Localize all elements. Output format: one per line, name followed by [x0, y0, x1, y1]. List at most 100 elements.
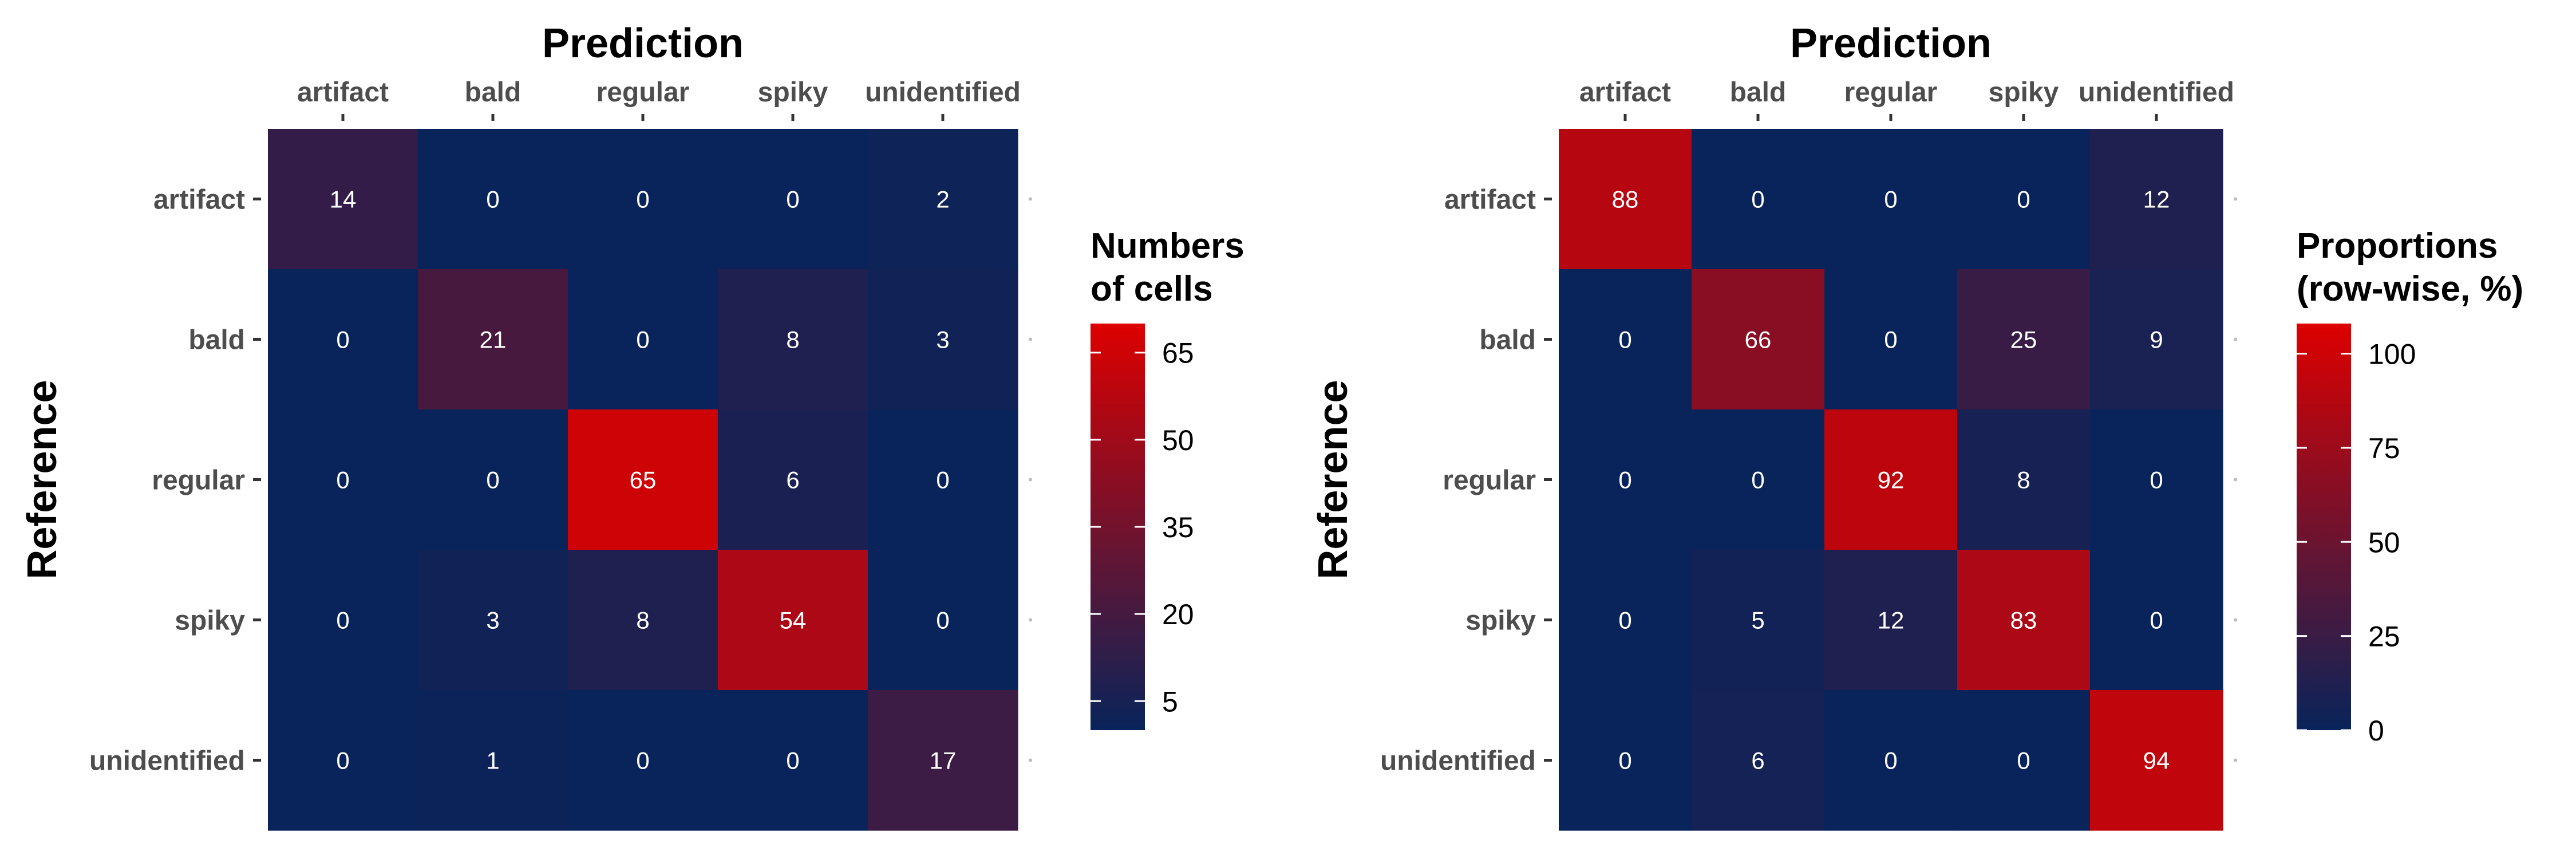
right-axis-dot	[2234, 478, 2237, 482]
heatmap-cell	[568, 550, 718, 691]
cell-value-label: 66	[1745, 326, 1772, 353]
cell-value-label: 0	[636, 326, 649, 353]
cell-value-label: 54	[780, 607, 807, 634]
cell-value-label: 83	[2010, 607, 2037, 634]
heatmap-cell	[1692, 269, 1825, 410]
cell-value-label: 0	[1751, 467, 1764, 494]
cell-value-label: 0	[1618, 467, 1631, 494]
heatmap-cell	[2090, 550, 2223, 691]
cell-value-label: 65	[630, 467, 657, 494]
heatmap-cell	[1559, 409, 1692, 550]
x-tick-label: bald	[1730, 77, 1787, 108]
heatmap-cell	[718, 129, 868, 270]
legend-tick-label: 100	[2368, 338, 2416, 371]
heatmap-cell	[418, 409, 568, 550]
cell-value-label: 0	[1884, 326, 1897, 353]
x-axis-title: Prediction	[1790, 21, 1992, 66]
heatmap-cell	[268, 690, 418, 831]
right-axis-dot	[1029, 478, 1032, 482]
cell-value-label: 12	[2143, 186, 2170, 213]
heatmap-cell	[868, 550, 1018, 691]
legend-tick-label: 5	[1162, 685, 1178, 718]
legend-title-line: Proportions	[2297, 226, 2498, 266]
cell-value-label: 12	[1878, 607, 1905, 634]
cell-value-label: 8	[786, 326, 799, 353]
cell-value-label: 6	[786, 467, 799, 494]
cell-value-label: 0	[2017, 747, 2030, 774]
heatmap-cell	[2090, 409, 2223, 550]
cell-value-label: 0	[1618, 607, 1631, 634]
cell-value-label: 1	[486, 747, 499, 774]
cell-value-label: 0	[1618, 326, 1631, 353]
heatmap-cell	[1824, 129, 1958, 270]
cell-value-label: 0	[786, 186, 799, 213]
legend-tick-label: 50	[1162, 424, 1194, 456]
cell-value-label: 25	[2010, 326, 2037, 353]
x-tick-label: regular	[596, 77, 690, 108]
cell-value-label: 0	[1618, 747, 1631, 774]
right-axis-dot	[2234, 618, 2237, 622]
cell-value-label: 0	[936, 467, 949, 494]
y-tick-label: regular	[1443, 466, 1536, 496]
cell-value-label: 0	[936, 607, 949, 634]
legend-title-line: Numbers	[1091, 226, 1244, 266]
y-tick-label: bald	[1479, 325, 1536, 356]
heatmap-cell	[1824, 550, 1958, 691]
x-tick-label: spiky	[1989, 77, 2059, 108]
cell-value-label: 14	[330, 186, 357, 213]
heatmap-cell	[1824, 690, 1958, 831]
heatmap-cell	[268, 409, 418, 550]
heatmap-cell	[1824, 269, 1958, 410]
heatmap-cell	[718, 550, 868, 691]
cell-value-label: 0	[2150, 467, 2163, 494]
heatmap-cell	[718, 269, 868, 410]
right-axis-dot	[1029, 758, 1032, 762]
y-tick-label: artifact	[1444, 185, 1536, 215]
cell-value-label: 88	[1612, 186, 1639, 213]
heatmap-cell	[568, 269, 718, 410]
heatmap-cell	[2090, 269, 2223, 410]
heatmap-cell	[1824, 409, 1958, 550]
cell-value-label: 0	[336, 747, 349, 774]
heatmap-cell	[868, 269, 1018, 410]
heatmap-cell	[2090, 129, 2223, 270]
heatmap-cell	[1692, 129, 1825, 270]
right-axis-dot	[1029, 618, 1032, 622]
heatmap-cell	[1692, 550, 1825, 691]
x-tick-label: spiky	[758, 77, 828, 108]
x-tick-label: unidentified	[2079, 77, 2234, 108]
cell-value-label: 0	[786, 747, 799, 774]
heatmap-cell	[268, 550, 418, 691]
cell-value-label: 0	[1884, 186, 1897, 213]
heatmap-cell	[1957, 409, 2091, 550]
cell-value-label: 5	[1751, 607, 1764, 634]
heatmap-cell	[1559, 550, 1692, 691]
x-tick-label: regular	[1844, 77, 1938, 108]
confusion-matrix-proportions: 88 0 0 0 12 0 66 0 25 9 0 0 92 8 0 0 5 12 83 0 0 6 0 0 94 artifac…	[1310, 21, 2523, 831]
heatmap-cell	[418, 690, 568, 831]
heatmap-cell	[568, 690, 718, 831]
cell-value-label: 0	[486, 186, 499, 213]
heatmap-cell	[1957, 550, 2091, 691]
heatmap-cell	[1559, 129, 1692, 270]
heatmap-cell	[268, 269, 418, 410]
y-tick-label: unidentified	[89, 746, 245, 777]
heatmap-cell	[418, 550, 568, 691]
right-axis-dot	[2234, 758, 2237, 762]
cell-value-label: 0	[1751, 186, 1764, 213]
cell-value-label: 0	[336, 467, 349, 494]
cell-value-label: 3	[486, 607, 499, 634]
heatmap-cell	[868, 690, 1018, 831]
y-tick-label: unidentified	[1380, 746, 1536, 777]
cell-value-label: 0	[336, 326, 349, 353]
y-axis-title: Reference	[1310, 380, 1356, 579]
cell-value-label: 0	[2017, 186, 2030, 213]
legend-tick-label: 0	[2368, 715, 2384, 747]
heatmap-cell	[268, 129, 418, 270]
cell-value-label: 6	[1751, 747, 1764, 774]
legend-title-line: (row-wise, %)	[2297, 269, 2523, 309]
x-tick-label: bald	[465, 77, 521, 108]
y-axis-title: Reference	[19, 380, 65, 579]
